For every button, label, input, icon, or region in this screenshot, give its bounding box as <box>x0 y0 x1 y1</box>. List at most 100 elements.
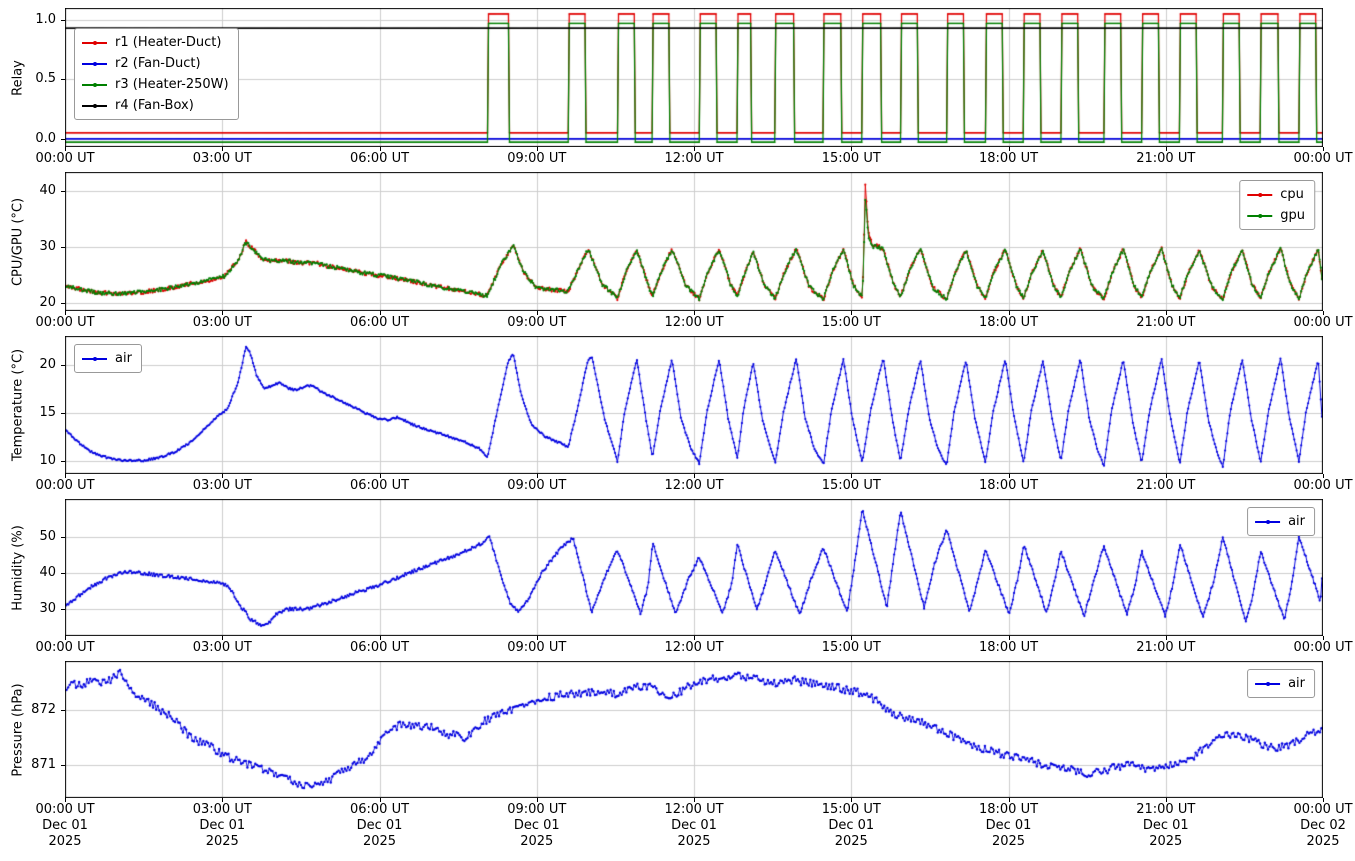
humidity-x-tick-mark <box>1323 636 1324 640</box>
humidity-x-tick-mark <box>694 636 695 640</box>
humidity-x-tick-label: 09:00 UT <box>507 640 567 655</box>
legend-item: r2 (Fan-Duct) <box>82 53 229 74</box>
temperature-y-tick-mark <box>61 461 65 463</box>
x-date-label: Dec 02 <box>1300 818 1346 833</box>
humidity-x-tick-mark <box>222 636 224 640</box>
x-date-label: Dec 01 <box>828 818 875 833</box>
relay-x-tick-label: 00:00 UT <box>1293 151 1353 166</box>
x-date-label: Dec 01 <box>671 818 717 833</box>
humidity-x-tick-label: 06:00 UT <box>349 640 410 655</box>
relay-y-tick-mark <box>61 79 65 81</box>
legend-marker-icon <box>1247 211 1273 221</box>
legend-item: air <box>1255 673 1305 694</box>
x-date-label: Dec 01 <box>199 818 246 833</box>
relay-y-tick-label: 0.5 <box>35 71 56 87</box>
x-date-label: Dec 01 <box>513 818 560 833</box>
pressure-x-tick-label: 15:00 UT <box>821 802 881 817</box>
temperature-x-tick-label: 15:00 UT <box>821 478 881 493</box>
relay-x-tick-mark <box>379 147 381 151</box>
x-date-label: Dec 01 <box>356 818 403 833</box>
temperature-x-tick-mark <box>379 474 381 478</box>
humidity-x-tick-label: 12:00 UT <box>664 640 724 655</box>
pressure-y-tick-label: 871 <box>31 757 56 773</box>
temperature-x-tick-label: 00:00 UT <box>35 478 95 493</box>
legend-marker-icon <box>1255 679 1281 689</box>
cpu-gpu-x-tick-label: 15:00 UT <box>821 315 881 330</box>
relay-y-tick-mark <box>61 19 65 21</box>
humidity-y-tick-mark <box>61 536 65 538</box>
temperature-x-tick-mark <box>694 474 695 478</box>
cpu-gpu-x-tick-label: 18:00 UT <box>978 315 1039 330</box>
legend-label: air <box>1288 676 1305 691</box>
legend-marker-icon <box>82 80 107 90</box>
cpu-gpu-x-tick-label: 21:00 UT <box>1136 315 1196 330</box>
cpu-gpu-x-tick-label: 03:00 UT <box>192 315 252 330</box>
pressure-x-tick-mark <box>379 798 381 802</box>
pressure-x-tick-mark <box>1323 798 1324 802</box>
temperature-x-tick-mark <box>1323 474 1324 478</box>
humidity-x-tick-label: 00:00 UT <box>1293 640 1353 655</box>
pressure-legend: air <box>1247 669 1315 698</box>
legend-marker-icon <box>82 101 107 111</box>
temperature-x-tick-mark <box>1165 474 1167 478</box>
pressure-x-tick-mark <box>1008 798 1010 802</box>
humidity-x-tick-label: 15:00 UT <box>821 640 881 655</box>
humidity-x-tick-mark <box>851 636 853 640</box>
relay-x-tick-mark <box>1323 147 1324 151</box>
relay-x-tick-label: 06:00 UT <box>349 151 410 166</box>
humidity-y-tick-mark <box>61 608 65 610</box>
temperature-x-tick-mark <box>222 474 224 478</box>
temperature-x-tick-label: 06:00 UT <box>349 478 410 493</box>
relay-x-tick-mark <box>65 147 66 151</box>
relay-x-tick-mark <box>1165 147 1167 151</box>
humidity-legend: air <box>1247 507 1315 536</box>
humidity-x-tick-mark <box>65 636 66 640</box>
x-year-label: 2025 <box>1149 834 1183 849</box>
pressure-y-tick-mark <box>61 765 65 767</box>
pressure-x-tick-mark <box>65 798 66 802</box>
x-year-label: 2025 <box>834 834 868 849</box>
legend-label: cpu <box>1280 187 1304 202</box>
legend-label: r3 (Heater-250W) <box>115 77 229 92</box>
x-date-label: Dec 01 <box>985 818 1032 833</box>
cpu-gpu-y-tick-mark <box>61 247 65 249</box>
legend-label: air <box>1288 514 1305 529</box>
x-year-label: 2025 <box>1306 834 1340 849</box>
humidity-x-tick-mark <box>1165 636 1167 640</box>
cpu-gpu-legend: cpu gpu <box>1239 180 1315 230</box>
humidity-y-tick-mark <box>61 572 65 574</box>
legend-item: air <box>82 348 132 369</box>
relay-x-tick-label: 18:00 UT <box>978 151 1039 166</box>
humidity-x-tick-label: 18:00 UT <box>978 640 1039 655</box>
cpu-gpu-x-tick-mark <box>379 311 381 315</box>
legend-item: r3 (Heater-250W) <box>82 74 229 95</box>
pressure-x-tick-label: 06:00 UT <box>349 802 410 817</box>
relay-x-tick-mark <box>851 147 853 151</box>
x-date-label: Dec 01 <box>42 818 88 833</box>
relay-y-tick-label: 0.0 <box>35 130 56 146</box>
pressure-x-tick-mark <box>851 798 853 802</box>
cpu-gpu-x-tick-mark <box>694 311 695 315</box>
temperature-legend: air <box>74 344 142 373</box>
pressure-x-tick-mark <box>222 798 224 802</box>
temperature-x-tick-label: 09:00 UT <box>507 478 567 493</box>
cpu-gpu-x-tick-label: 06:00 UT <box>349 315 410 330</box>
relay-y-tick-label: 1.0 <box>35 11 56 27</box>
cpu-gpu-x-tick-mark <box>1165 311 1167 315</box>
temperature-y-tick-label: 15 <box>39 405 56 421</box>
cpu-gpu-y-tick-mark <box>61 191 65 193</box>
humidity-x-tick-mark <box>536 636 538 640</box>
legend-label: air <box>115 351 132 366</box>
legend-label: r2 (Fan-Duct) <box>115 56 201 71</box>
x-year-label: 2025 <box>205 834 239 849</box>
cpu-gpu-x-tick-mark <box>1008 311 1010 315</box>
pressure-x-tick-label: 09:00 UT <box>507 802 567 817</box>
temperature-x-tick-label: 21:00 UT <box>1136 478 1196 493</box>
cpu-gpu-x-tick-mark <box>851 311 853 315</box>
legend-item: r4 (Fan-Box) <box>82 95 229 116</box>
cpu-gpu-x-tick-mark <box>65 311 66 315</box>
temperature-x-tick-label: 03:00 UT <box>192 478 252 493</box>
temperature-x-tick-mark <box>851 474 853 478</box>
legend-marker-icon <box>82 38 107 48</box>
